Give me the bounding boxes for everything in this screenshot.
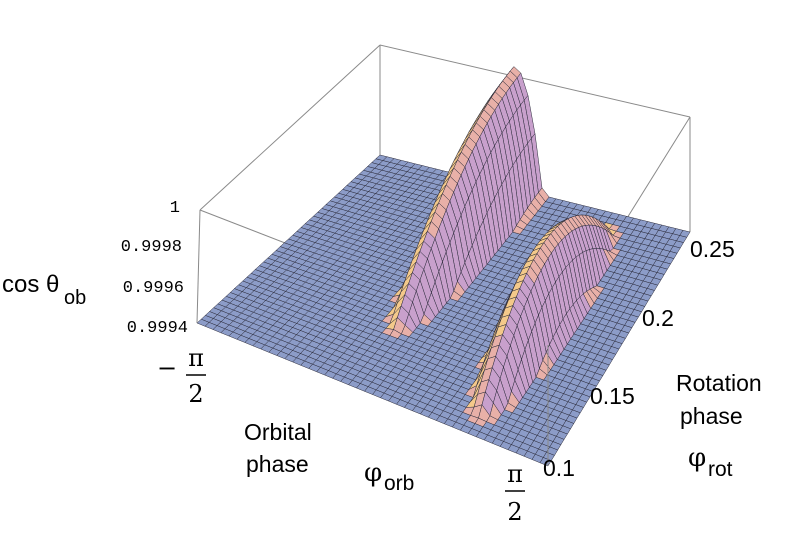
z-tick-label: 1 (170, 199, 180, 218)
x-tick-max-numerator: π (507, 460, 523, 488)
z-tick-label: 0.9996 (123, 279, 184, 298)
x-tick-min-numerator: π (188, 344, 204, 372)
y-axis-label: phase (680, 403, 743, 429)
surface-hump-cell (401, 324, 414, 338)
y-tick-label: 0.15 (590, 383, 635, 409)
surface-hump-cell (504, 402, 517, 414)
y-axis-symbol-subscript: rot (708, 458, 733, 481)
surface-humps (381, 66, 624, 428)
y-axis-label: Rotation (676, 370, 762, 396)
y-tick-label: 0.25 (690, 236, 735, 262)
bounding-box-front (196, 209, 549, 466)
y-tick-label: 0.2 (642, 305, 674, 331)
surface-hump-cell (486, 415, 499, 426)
surface-hump-cell (389, 329, 402, 339)
box-edge (199, 44, 381, 211)
surface-hump-cell (419, 313, 432, 327)
x-axis-label: phase (246, 451, 309, 477)
z-axis-label: cos θ (2, 271, 59, 298)
x-tick-max-denominator: 2 (507, 498, 522, 526)
x-tick-minus-sign: − (157, 354, 177, 382)
z-axis-label-subscript: ob (64, 287, 86, 309)
y-tick-label: 0.1 (543, 455, 575, 481)
z-tick-label: 0.9998 (121, 238, 182, 257)
x-axis-symbol: φ (364, 458, 382, 488)
surface-hump-cell (535, 368, 548, 381)
z-tick-label: 0.9994 (127, 319, 188, 338)
y-axis-symbol: φ (688, 443, 706, 473)
surface-hump-cell (474, 417, 487, 428)
box-edge (379, 44, 691, 118)
x-tick-min-denominator: 2 (188, 380, 203, 408)
box-edge (196, 209, 201, 324)
surface-hump-cell (449, 290, 462, 302)
x-axis-symbol-subscript: orb (384, 472, 414, 495)
surface-hump-cell (512, 225, 524, 235)
x-axis-label: Orbital (244, 419, 312, 445)
